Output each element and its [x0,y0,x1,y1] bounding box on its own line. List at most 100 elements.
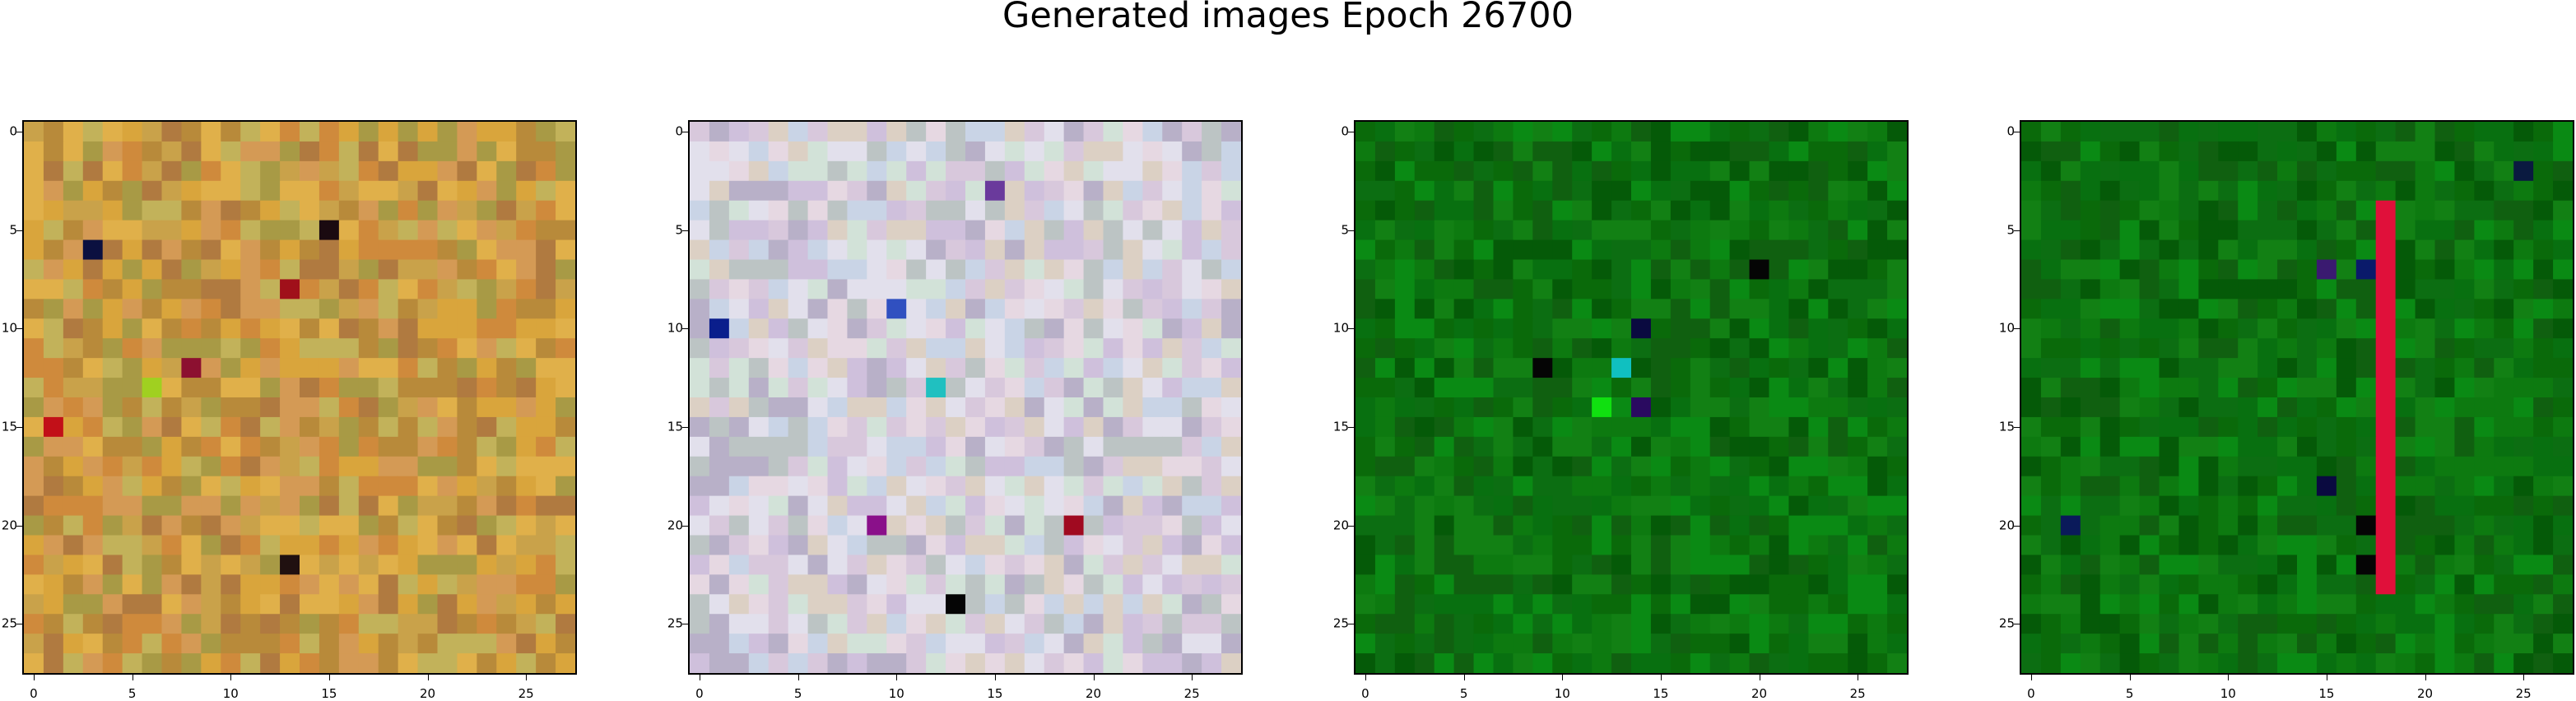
heatmap-cell [1808,358,1829,378]
y-tick-label: 25 [1332,615,1349,631]
heatmap-cell [1867,436,1888,457]
heatmap-cell [1355,574,1376,595]
heatmap-cell [1414,535,1435,556]
heatmap-cell [965,555,986,575]
heatmap-cell [378,515,399,536]
heatmap-cell [2533,476,2554,497]
heatmap-cell [2494,318,2514,339]
heatmap-cell [201,555,221,575]
heatmap-cell [2494,416,2514,438]
heatmap-cell [1513,279,1533,299]
heatmap-cell [1611,160,1632,182]
heatmap-cell [1749,239,1770,261]
heatmap-cell [1709,653,1731,673]
heatmap-cell [906,416,927,438]
heatmap-cell [161,318,183,339]
heatmap-cell [2277,495,2298,517]
heatmap-cell [1729,220,1751,241]
heatmap-cell [181,495,202,517]
heatmap-cell [260,318,281,339]
heatmap-cell [1414,653,1435,673]
heatmap-cell [102,122,123,142]
heatmap-cell [63,535,84,556]
heatmap-cell [1513,574,1533,595]
heatmap-cell [1493,358,1514,378]
heatmap-cell [2336,653,2357,673]
heatmap-cell [2159,515,2180,536]
heatmap-cell [1670,416,1691,438]
x-tick-label: 10 [2220,686,2236,701]
heatmap-cell [2336,299,2357,319]
heatmap-cell [1044,239,1065,261]
heatmap-cell [886,436,907,457]
heatmap-cell [1572,416,1593,438]
heatmap-cell [690,259,710,281]
heatmap-cell [437,299,458,319]
heatmap-cell [1572,555,1593,575]
heatmap-cell [1788,397,1809,418]
heatmap-cell [1414,299,1435,319]
heatmap-cell [201,338,221,359]
heatmap-cell [748,358,770,378]
x-tick-mark [1192,675,1193,680]
heatmap-cell [1182,141,1202,162]
heatmap-cell [926,436,946,457]
heatmap-cell [82,259,104,281]
heatmap-cell [2040,358,2062,378]
heatmap-cell [1355,555,1376,575]
heatmap-cell [496,180,517,202]
heatmap-cell [2513,279,2534,299]
heatmap-cell [2218,614,2239,634]
heatmap-cell [1611,535,1632,556]
heatmap-cell [2198,456,2219,477]
heatmap-cell [847,259,867,281]
heatmap-cell [1473,634,1495,654]
heatmap-cell [2159,299,2180,319]
heatmap-cell [1374,535,1396,556]
heatmap-cell [2238,200,2258,221]
heatmap-cell [1394,358,1416,378]
heatmap-cell [1867,634,1888,654]
heatmap-cell [709,614,730,634]
heatmap-cell [867,456,887,477]
heatmap-cell [300,397,320,418]
heatmap-cell [2533,653,2554,673]
heatmap-cell [2533,614,2554,634]
heatmap-cell [926,653,946,673]
heatmap-cell [338,555,360,575]
heatmap-cell [2060,574,2081,595]
heatmap-cell [1572,378,1593,398]
heatmap-cell [1202,122,1222,142]
heatmap-cell [181,416,202,438]
heatmap-cell [886,160,907,182]
heatmap-cell [748,555,770,575]
heatmap-cell [1374,358,1396,378]
heatmap-cell [1631,535,1652,556]
heatmap-cell [63,476,84,497]
heatmap-cell [2494,614,2514,634]
heatmap-cell [2434,122,2456,142]
heatmap-cell [690,299,710,319]
heatmap-cell [2218,122,2239,142]
heatmap-cell [926,180,946,202]
heatmap-cell [1887,378,1907,398]
heatmap-cell [1808,634,1829,654]
heatmap-cell [1044,456,1065,477]
heatmap-cell [1493,397,1514,418]
heatmap-cell [788,378,809,398]
heatmap-cell [788,141,809,162]
heatmap-cell [1769,436,1790,457]
heatmap-cell [2316,259,2337,281]
heatmap-cell [1670,279,1691,299]
heatmap-cell [1887,160,1907,182]
heatmap-cell [1769,239,1790,261]
heatmap-cell [437,220,458,241]
heatmap-cell [1453,594,1475,615]
heatmap-cell [1414,239,1435,261]
heatmap-cell [2316,515,2337,536]
heatmap-cell [1867,515,1888,536]
heatmap-cell [1374,495,1396,517]
heatmap-cell [43,614,64,634]
heatmap-cell [43,574,64,595]
heatmap-cell [965,397,986,418]
